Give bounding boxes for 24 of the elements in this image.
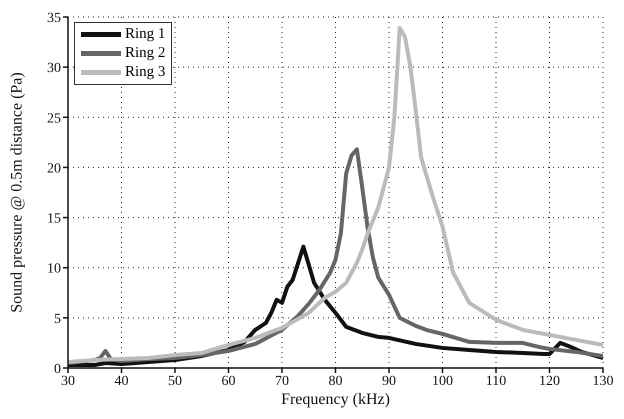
x-tick-label: 70 <box>275 374 289 389</box>
x-tick-label: 120 <box>539 374 560 389</box>
x-tick-label: 90 <box>382 374 396 389</box>
legend-label: Ring 3 <box>125 63 166 82</box>
x-tick-label: 80 <box>328 374 342 389</box>
x-tick-label: 50 <box>168 374 182 389</box>
x-tick-label: 40 <box>114 374 128 389</box>
x-tick-label: 60 <box>222 374 236 389</box>
y-axis-title: Sound pressure @ 0.5m distance (Pa) <box>8 72 26 313</box>
legend-label: Ring 2 <box>125 44 166 63</box>
y-tick-label: 5 <box>54 312 61 327</box>
x-tick-label: 110 <box>486 374 506 389</box>
legend-label: Ring 1 <box>125 25 166 44</box>
x-tick-label: 100 <box>432 374 453 389</box>
y-tick-label: 20 <box>47 161 61 176</box>
x-tick-label: 130 <box>592 374 614 389</box>
line-series <box>68 26 603 364</box>
y-tick-label: 30 <box>47 61 61 76</box>
y-tick-label: 15 <box>47 212 61 227</box>
y-tick-label: 10 <box>47 262 61 277</box>
x-axis-title: Frequency (kHz) <box>280 390 391 410</box>
y-tick-label: 35 <box>47 10 61 26</box>
y-tick-label: 25 <box>47 111 61 126</box>
y-tick-label: 0 <box>54 362 61 377</box>
